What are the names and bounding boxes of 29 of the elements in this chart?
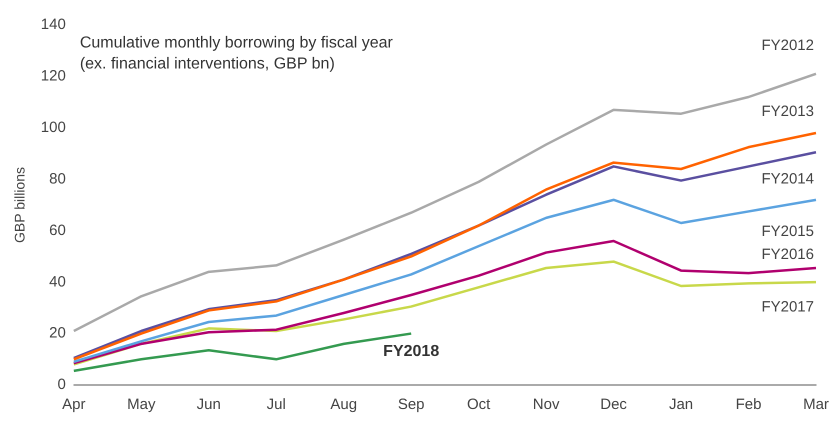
x-tick-label: Nov	[532, 396, 560, 414]
series-label: FY2013	[761, 103, 814, 120]
y-tick-label: 0	[57, 376, 66, 394]
x-tick-label: May	[127, 396, 156, 414]
x-tick-label: Jun	[196, 396, 221, 414]
series-label: FY2012	[761, 37, 814, 54]
x-tick-label: Oct	[466, 396, 492, 414]
series-label: FY2017	[761, 298, 814, 316]
series-label: FY2015	[761, 223, 814, 240]
y-tick-label: 140	[40, 16, 66, 34]
y-tick-label: 100	[40, 119, 66, 136]
x-tick-label: Dec	[600, 396, 628, 414]
series-label: FY2016	[761, 246, 814, 264]
y-tick-label: 60	[49, 222, 66, 239]
series-label: FY2014	[761, 170, 814, 188]
y-axis-title: GBP billions	[11, 166, 28, 244]
x-tick-label: Mar	[803, 396, 829, 414]
x-tick-label: Sep	[398, 396, 425, 414]
x-tick-label: Feb	[736, 396, 762, 414]
x-tick-label: Apr	[62, 396, 86, 414]
series-label: FY2018	[383, 342, 440, 360]
x-tick-label: Jan	[668, 396, 694, 414]
y-tick-label: 80	[49, 170, 66, 188]
y-tick-label: 40	[49, 273, 66, 290]
x-tick-label: Jul	[266, 396, 286, 414]
x-tick-label: Aug	[330, 396, 358, 414]
y-tick-label: 20	[49, 324, 66, 342]
y-tick-label: 120	[40, 68, 66, 85]
annotation: Cumulative monthly borrowing by fiscal year (ex. financial interventions, GBP bn)	[80, 34, 394, 72]
